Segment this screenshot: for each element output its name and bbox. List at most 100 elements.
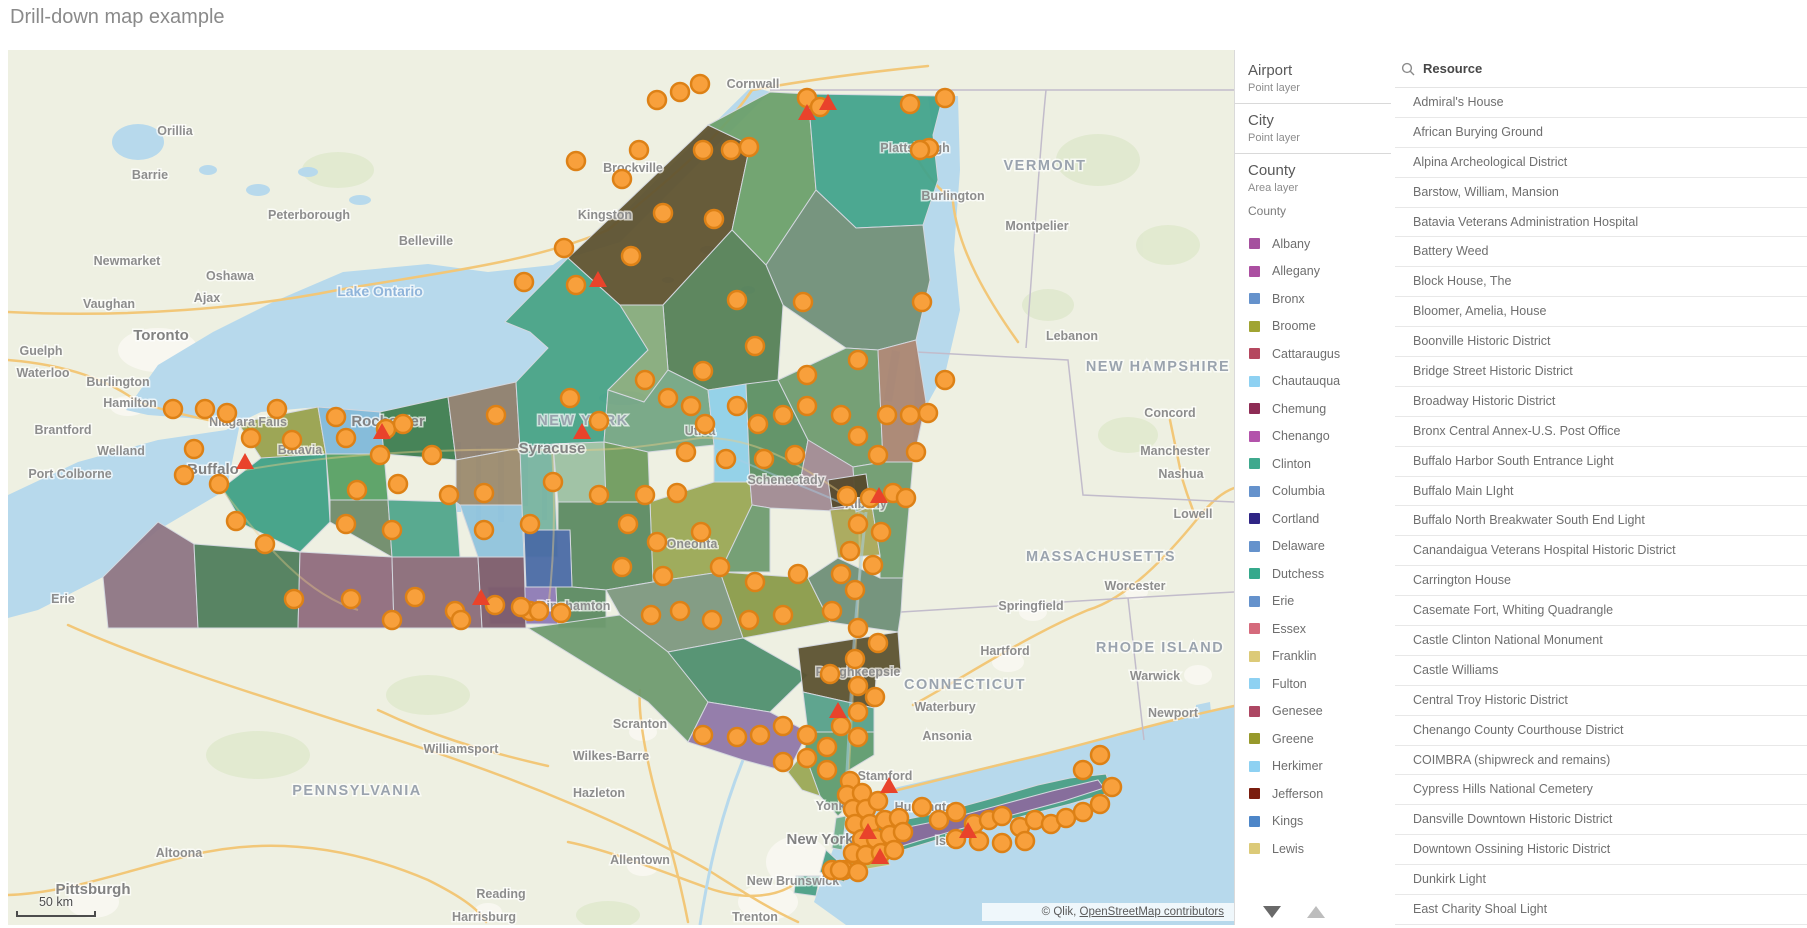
city-point[interactable] xyxy=(565,150,587,172)
city-point[interactable] xyxy=(749,724,771,746)
city-point[interactable] xyxy=(847,861,869,883)
city-point[interactable] xyxy=(692,724,714,746)
city-point[interactable] xyxy=(892,821,914,843)
airport-point[interactable] xyxy=(819,94,837,110)
city-point[interactable] xyxy=(726,289,748,311)
city-point[interactable] xyxy=(744,335,766,357)
city-point[interactable] xyxy=(675,441,697,463)
city-point[interactable] xyxy=(1055,807,1077,829)
legend-page-up-icon[interactable] xyxy=(1307,906,1325,918)
county-area[interactable] xyxy=(523,529,573,588)
city-point[interactable] xyxy=(588,410,610,432)
city-point[interactable] xyxy=(830,563,852,585)
city-point[interactable] xyxy=(559,387,581,409)
city-point[interactable] xyxy=(346,479,368,501)
city-point[interactable] xyxy=(392,413,414,435)
airport-point[interactable] xyxy=(959,822,977,838)
resource-row[interactable]: Admiral's House xyxy=(1395,88,1807,118)
legend-county-item[interactable]: Clinton xyxy=(1235,450,1391,478)
resource-row[interactable]: Castle Clinton National Monument xyxy=(1395,626,1807,656)
legend-county-item[interactable]: Jefferson xyxy=(1235,780,1391,808)
city-point[interactable] xyxy=(216,402,238,424)
legend-layer-county[interactable]: County Area layer County xyxy=(1235,162,1391,218)
city-point[interactable] xyxy=(652,565,674,587)
city-point[interactable] xyxy=(796,395,818,417)
city-point[interactable] xyxy=(519,513,541,535)
city-point[interactable] xyxy=(703,208,725,230)
city-point[interactable] xyxy=(281,429,303,451)
city-point[interactable] xyxy=(772,404,794,426)
city-point[interactable] xyxy=(381,519,403,541)
legend-layer-airport[interactable]: Airport Point layer xyxy=(1235,62,1391,94)
city-point[interactable] xyxy=(173,464,195,486)
city-point[interactable] xyxy=(335,427,357,449)
airport-point[interactable] xyxy=(859,823,877,839)
legend-county-item[interactable]: Delaware xyxy=(1235,533,1391,561)
city-point[interactable] xyxy=(895,487,917,509)
county-area[interactable] xyxy=(719,504,771,573)
city-point[interactable] xyxy=(715,448,737,470)
legend-county-item[interactable]: Allegany xyxy=(1235,258,1391,286)
city-point[interactable] xyxy=(404,586,426,608)
city-point[interactable] xyxy=(738,136,760,158)
county-area[interactable] xyxy=(831,815,847,851)
city-point[interactable] xyxy=(628,139,650,161)
city-point[interactable] xyxy=(553,237,575,259)
city-point[interactable] xyxy=(1089,793,1111,815)
resource-row[interactable]: Chenango County Courthouse District xyxy=(1395,716,1807,746)
city-point[interactable] xyxy=(694,413,716,435)
city-point[interactable] xyxy=(991,832,1013,854)
city-point[interactable] xyxy=(816,759,838,781)
airport-point[interactable] xyxy=(870,487,888,503)
legend-county-item[interactable]: Dutchess xyxy=(1235,560,1391,588)
city-point[interactable] xyxy=(450,609,472,631)
county-area[interactable] xyxy=(793,875,821,897)
resource-row[interactable]: Barstow, William, Mansion xyxy=(1395,178,1807,208)
city-point[interactable] xyxy=(836,485,858,507)
city-point[interactable] xyxy=(784,444,806,466)
city-point[interactable] xyxy=(870,521,892,543)
city-point[interactable] xyxy=(772,715,794,737)
legend-county-item[interactable]: Chemung xyxy=(1235,395,1391,423)
legend-county-item[interactable]: Albany xyxy=(1235,230,1391,258)
city-point[interactable] xyxy=(240,427,262,449)
attribution-link[interactable]: OpenStreetMap contributors xyxy=(1079,906,1224,918)
legend-county-item[interactable]: Cattaraugus xyxy=(1235,340,1391,368)
legend-county-item[interactable]: Chautauqua xyxy=(1235,368,1391,396)
county-area[interactable] xyxy=(297,551,395,629)
city-point[interactable] xyxy=(876,404,898,426)
resource-row[interactable]: Battery Weed xyxy=(1395,237,1807,268)
city-point[interactable] xyxy=(634,369,656,391)
city-point[interactable] xyxy=(792,291,814,313)
resource-row[interactable]: Dunkirk Light xyxy=(1395,865,1807,896)
resource-row[interactable]: Bridge Street Historic District xyxy=(1395,357,1807,387)
resource-row[interactable]: Broadway Historic District xyxy=(1395,387,1807,417)
city-point[interactable] xyxy=(862,554,884,576)
city-point[interactable] xyxy=(772,604,794,626)
city-point[interactable] xyxy=(369,444,391,466)
city-point[interactable] xyxy=(816,736,838,758)
resource-row[interactable]: East Charity Shoal Light xyxy=(1395,895,1807,925)
city-point[interactable] xyxy=(899,404,921,426)
legend-county-item[interactable]: Kings xyxy=(1235,808,1391,836)
city-point[interactable] xyxy=(473,482,495,504)
city-point[interactable] xyxy=(847,675,869,697)
city-point[interactable] xyxy=(283,588,305,610)
airport-point[interactable] xyxy=(871,848,889,864)
city-point[interactable] xyxy=(565,274,587,296)
city-point[interactable] xyxy=(796,724,818,746)
city-point[interactable] xyxy=(709,556,731,578)
city-point[interactable] xyxy=(934,87,956,109)
city-point[interactable] xyxy=(796,364,818,386)
resource-row[interactable]: Bloomer, Amelia, House xyxy=(1395,297,1807,328)
resource-row[interactable]: Block House, The xyxy=(1395,267,1807,298)
legend-page-down-icon[interactable] xyxy=(1263,906,1281,918)
city-point[interactable] xyxy=(550,602,572,624)
city-point[interactable] xyxy=(821,600,843,622)
resource-row[interactable]: Cypress Hills National Cemetery xyxy=(1395,775,1807,806)
city-point[interactable] xyxy=(617,513,639,535)
city-point[interactable] xyxy=(726,726,748,748)
resource-row[interactable]: Downtown Ossining Historic District xyxy=(1395,835,1807,866)
city-point[interactable] xyxy=(542,471,564,493)
resource-row[interactable]: Buffalo Main LIght xyxy=(1395,477,1807,507)
